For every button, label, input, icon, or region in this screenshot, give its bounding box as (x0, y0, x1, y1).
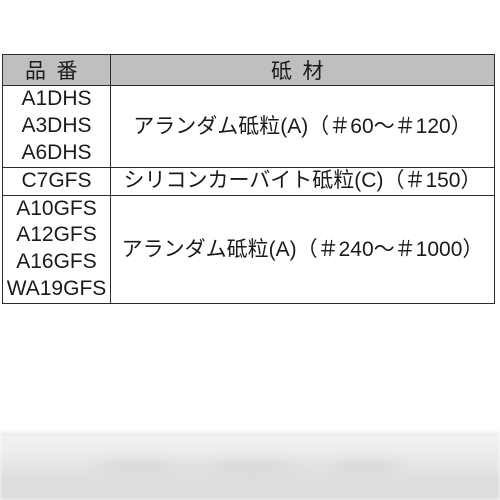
code: A12GFS (3, 222, 110, 249)
col-header-code: 品番 (3, 55, 111, 86)
code: A1DHS (3, 86, 110, 113)
table-row: A1DHS A3DHS A6DHS アランダム砥粒(A)（＃60〜＃120） (3, 86, 495, 168)
canvas: 品番 砥材 A1DHS A3DHS A6DHS アランダム砥粒(A)（＃60〜＃… (0, 0, 500, 500)
code-cell: A1DHS A3DHS A6DHS (3, 86, 111, 168)
code: C7GFS (3, 168, 110, 195)
col-header-material: 砥材 (111, 55, 495, 86)
code: WA19GFS (3, 276, 110, 303)
table-row: C7GFS シリコンカーバイト砥粒(C)（＃150） (3, 167, 495, 195)
code: A6DHS (3, 140, 110, 167)
decorative-blur (0, 433, 500, 500)
code: A3DHS (3, 113, 110, 140)
header-row: 品番 砥材 (3, 55, 495, 86)
material-cell: アランダム砥粒(A)（＃240〜＃1000） (111, 195, 495, 304)
code: A10GFS (3, 196, 110, 223)
code-cell: C7GFS (3, 167, 111, 195)
code-cell: A10GFS A12GFS A16GFS WA19GFS (3, 195, 111, 304)
code: A16GFS (3, 249, 110, 276)
material-cell: シリコンカーバイト砥粒(C)（＃150） (111, 167, 495, 195)
material-cell: アランダム砥粒(A)（＃60〜＃120） (111, 86, 495, 168)
decorative-blur-smear (20, 446, 480, 486)
table-row: A10GFS A12GFS A16GFS WA19GFS アランダム砥粒(A)（… (3, 195, 495, 304)
spec-table: 品番 砥材 A1DHS A3DHS A6DHS アランダム砥粒(A)（＃60〜＃… (2, 54, 495, 304)
